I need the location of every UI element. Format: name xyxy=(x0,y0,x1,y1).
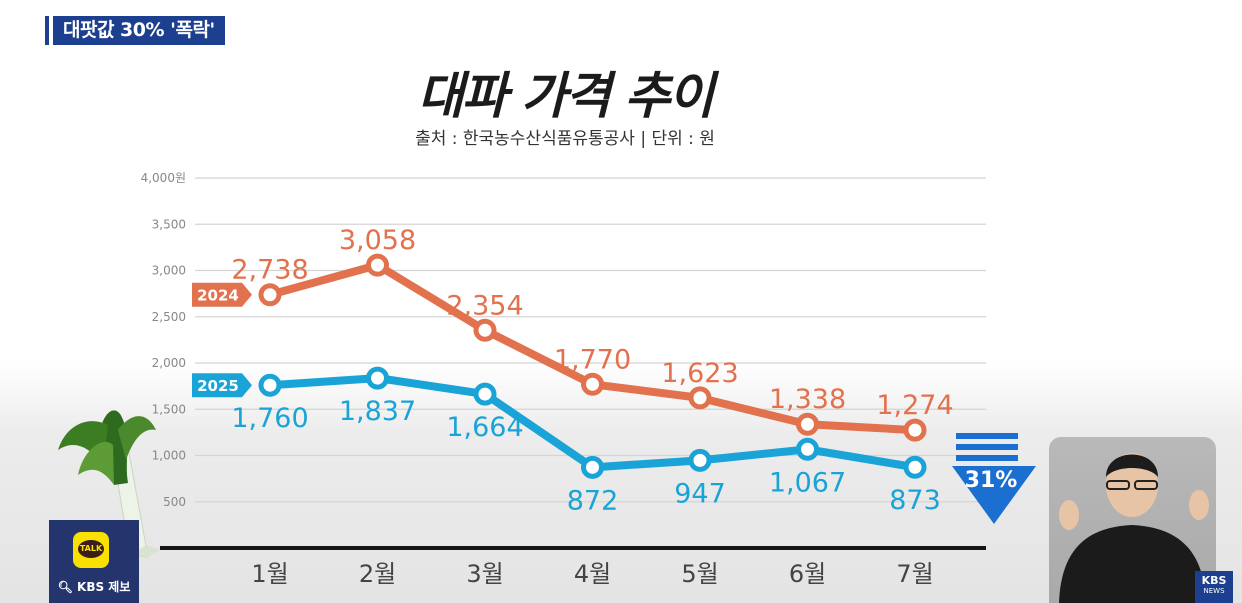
data-point xyxy=(258,373,282,397)
data-point xyxy=(581,372,604,396)
chart-title: 대파 가격 추이 xyxy=(417,67,715,125)
series-tag-2025: 2025 xyxy=(192,373,252,398)
x-tick-label: 1월 xyxy=(251,560,288,588)
x-tick-label: 6월 xyxy=(789,560,826,588)
data-label: 1,770 xyxy=(554,344,631,375)
y-tick-label: 1,000 xyxy=(152,449,186,463)
decrease-indicator: 31% xyxy=(952,430,1036,525)
kakaotalk-icon: TALK xyxy=(73,532,109,568)
data-label: 2,738 xyxy=(231,255,308,286)
x-tick-label: 2월 xyxy=(359,560,396,588)
y-tick-label: 3,500 xyxy=(152,217,186,231)
data-point xyxy=(688,386,712,410)
decrease-percent-label: 31% xyxy=(964,468,1018,493)
y-tick-label: 2,500 xyxy=(152,310,186,324)
data-point xyxy=(581,455,604,479)
y-tick-label: 2,000 xyxy=(152,356,186,370)
data-point xyxy=(796,412,819,436)
x-axis-ticks: 1월 2월 3월 4월 5월 6월 7월 xyxy=(251,560,933,588)
data-point xyxy=(688,448,712,472)
y-axis-ticks: 4,000원 3,500 3,000 2,500 2,000 1,500 1,000 500 xyxy=(141,171,186,509)
y-tick-label: 1,500 xyxy=(152,402,186,416)
data-point xyxy=(366,366,389,390)
series-lines: 2,738 3,058 2,354 1,770 1,623 1,338 1,274 2024 1… xyxy=(192,225,954,516)
kakao-report-box[interactable]: TALK 🔍︎ KBS 제보 xyxy=(49,520,139,603)
data-label: 1,067 xyxy=(769,467,846,498)
chart-subtitle: 출처 : 한국농수산식품유통공사 | 단위 : 원 xyxy=(415,129,715,149)
data-label: 2,354 xyxy=(446,290,523,321)
search-icon: 🔍︎ xyxy=(57,580,73,594)
data-label: 947 xyxy=(674,478,726,509)
sign-language-interpreter xyxy=(1049,437,1216,603)
data-label: 1,338 xyxy=(769,384,846,415)
x-tick-label: 5월 xyxy=(681,560,718,588)
data-label: 1,664 xyxy=(446,412,523,443)
x-tick-label: 3월 xyxy=(466,560,503,588)
data-label: 1,760 xyxy=(231,403,308,434)
data-label: 872 xyxy=(567,485,619,516)
y-tick-label: 3,000 xyxy=(152,264,186,278)
data-point xyxy=(903,455,927,479)
data-point xyxy=(473,318,497,342)
series-tag-2024: 2024 xyxy=(192,282,252,307)
series-name: 2025 xyxy=(197,377,239,395)
leek-illustration xyxy=(58,410,160,558)
grid-lines xyxy=(195,177,986,503)
data-point xyxy=(796,437,819,461)
data-point xyxy=(473,382,497,406)
data-point xyxy=(903,418,927,442)
data-label: 1,274 xyxy=(876,390,953,421)
data-label: 1,837 xyxy=(339,396,416,427)
y-tick-label: 4,000원 xyxy=(141,171,186,185)
data-point xyxy=(258,283,282,307)
kbs-news-logo: KBS NEWS xyxy=(1195,571,1233,603)
x-tick-label: 4월 xyxy=(574,560,611,588)
data-point xyxy=(366,253,389,277)
kakao-report-label: 🔍︎ KBS 제보 xyxy=(57,580,131,594)
y-tick-label: 500 xyxy=(163,495,186,509)
data-label: 3,058 xyxy=(339,225,416,256)
data-label: 1,623 xyxy=(661,358,738,389)
series-name: 2024 xyxy=(197,287,239,305)
data-label: 873 xyxy=(889,485,941,516)
x-tick-label: 7월 xyxy=(896,560,933,588)
headline-badge: 대팟값 30% '폭락' xyxy=(49,16,225,45)
